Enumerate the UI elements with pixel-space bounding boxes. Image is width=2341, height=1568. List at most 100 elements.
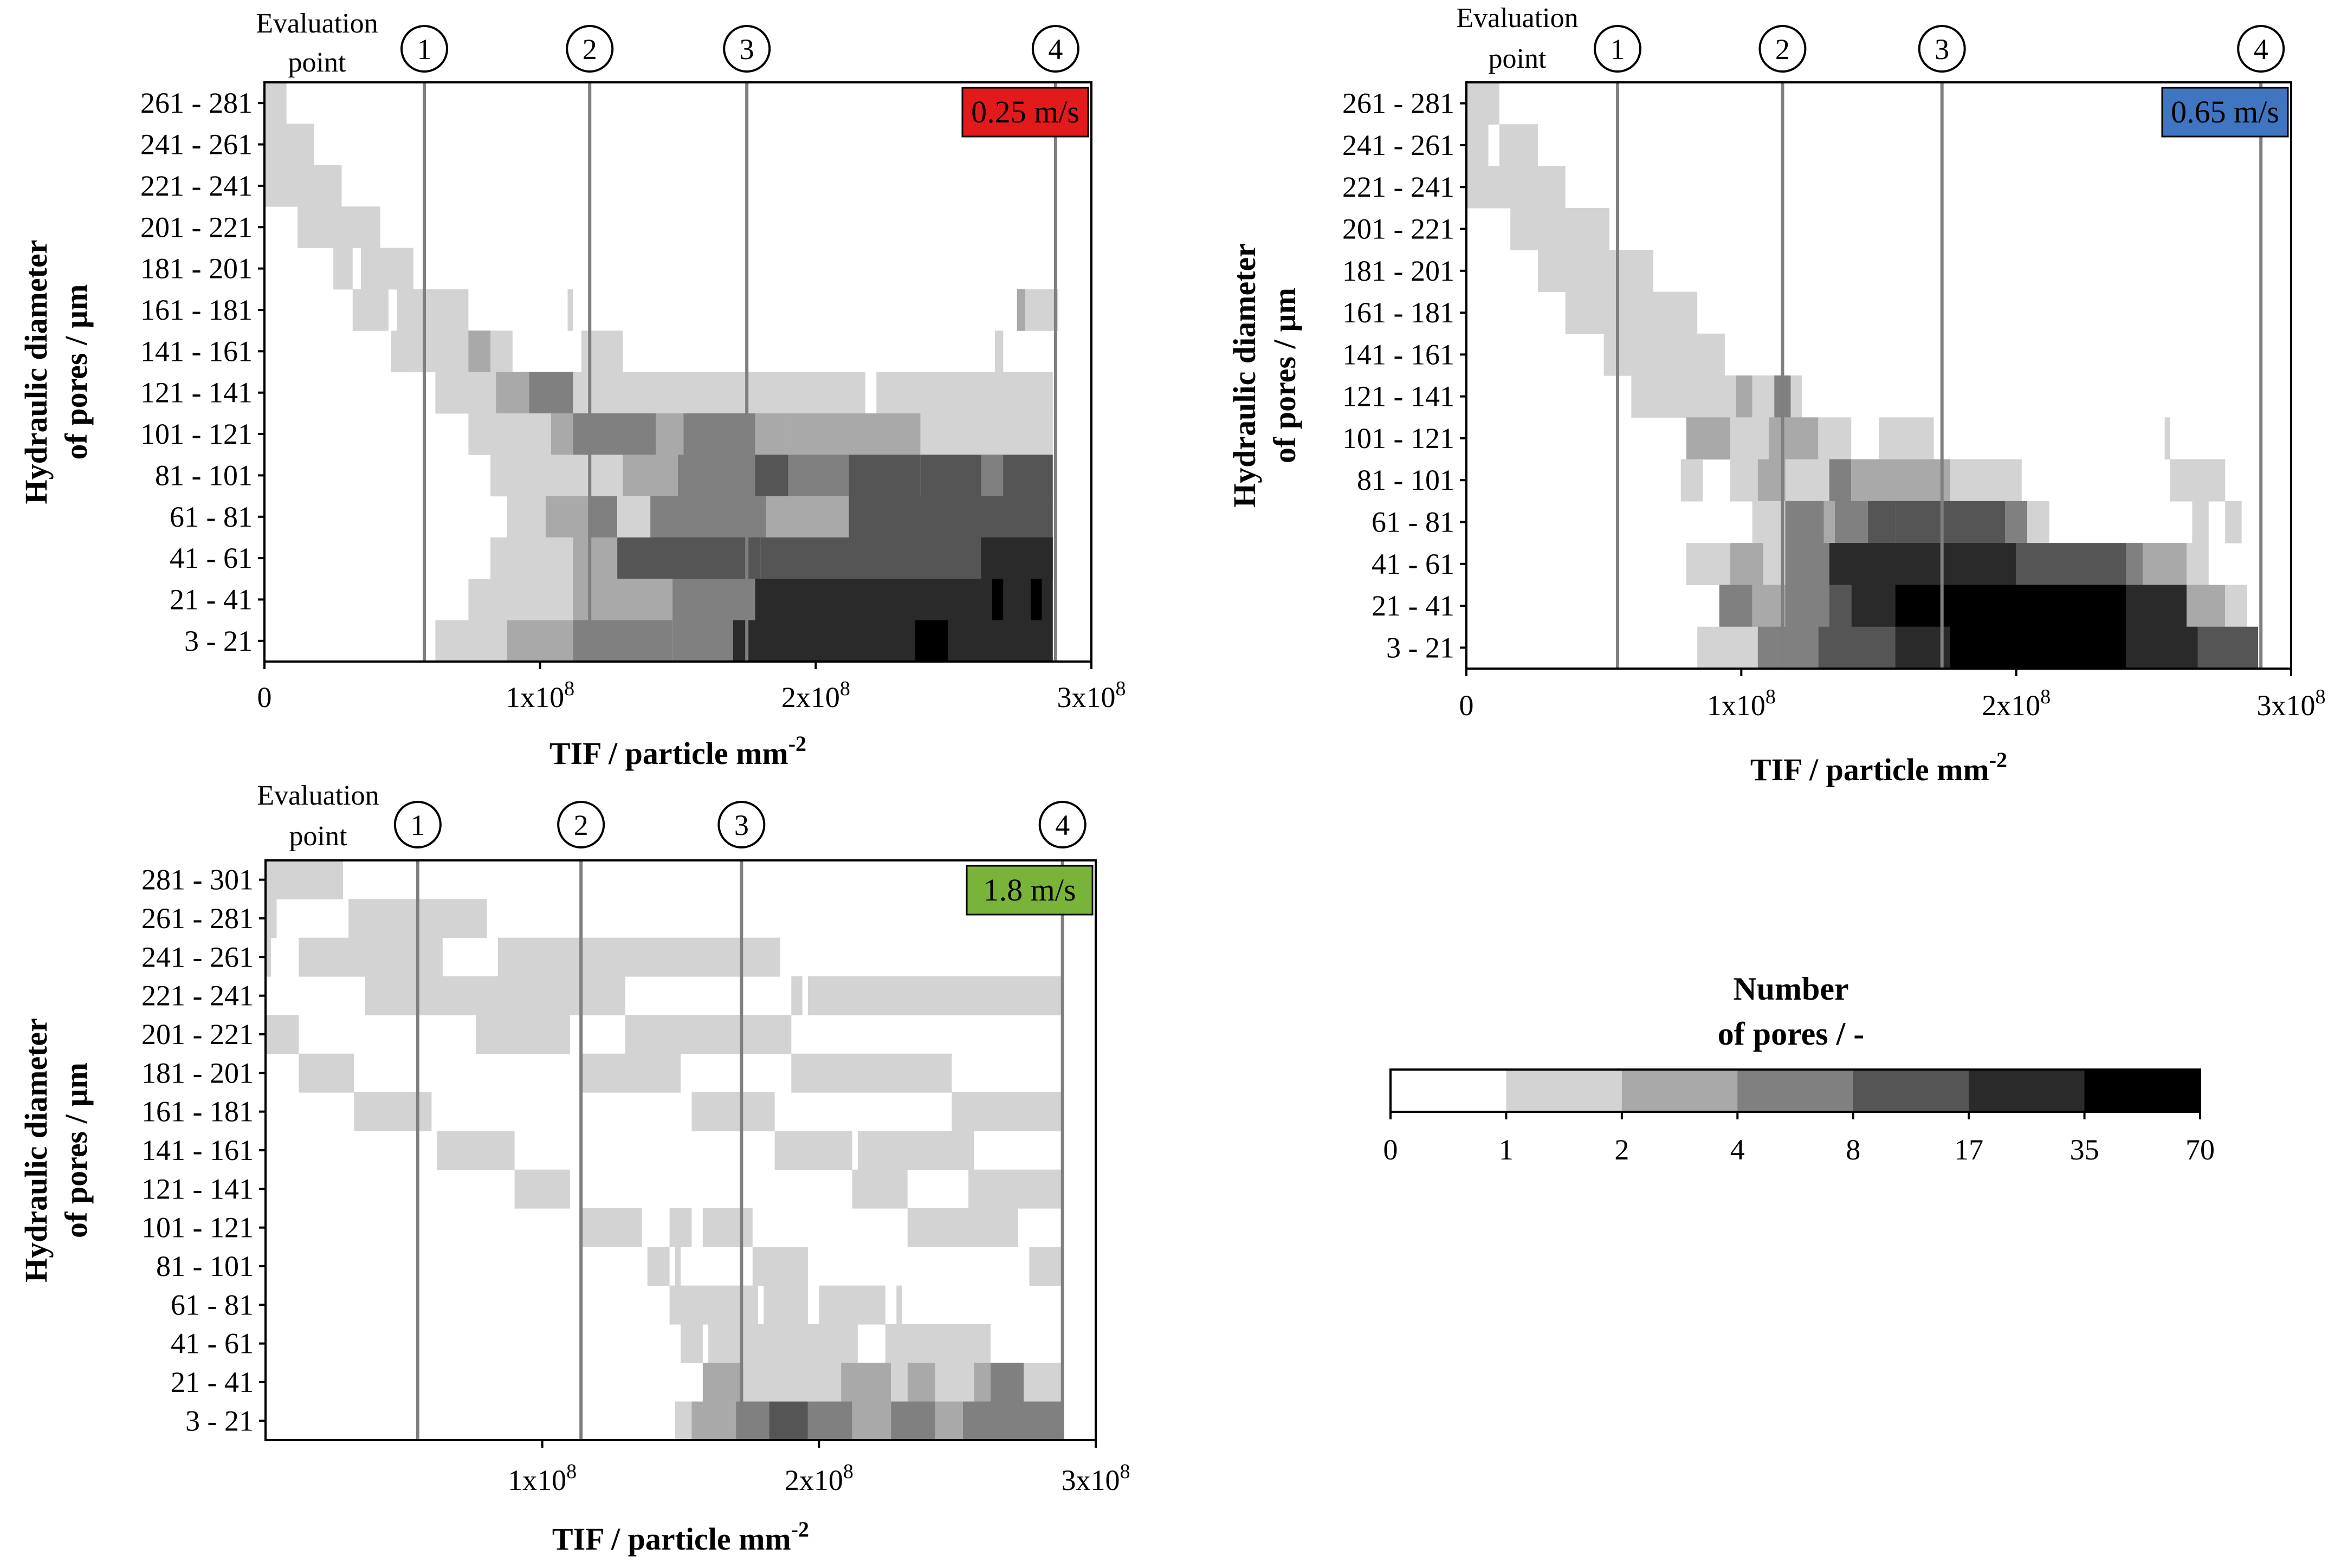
- heatmap-cell: [952, 1092, 1063, 1131]
- y-tick-label: 61 - 81: [1372, 506, 1454, 539]
- heatmap-cell: [920, 413, 1053, 455]
- heatmap-cell: [507, 496, 546, 538]
- heatmap-cell: [266, 1015, 299, 1054]
- heatmap-cell: [702, 1363, 742, 1402]
- heatmap-cell: [807, 1401, 852, 1441]
- y-tick-label: 81 - 101: [155, 459, 253, 491]
- heatmap-cell: [507, 620, 573, 662]
- heatmap-cell: [857, 1131, 974, 1170]
- heatmap-cell: [581, 1053, 681, 1093]
- heatmap-cell: [904, 372, 1053, 414]
- velocity-badge-label: 1.8 m/s: [984, 872, 1076, 908]
- evaluation-point-marker: [400, 25, 449, 73]
- y-tick-label: 21 - 41: [1372, 589, 1454, 622]
- evaluation-point-marker: [566, 25, 614, 73]
- heatmap-cell: [1752, 585, 1786, 627]
- x-tick-label: 3x108: [1062, 1460, 1130, 1496]
- heatmap-cell: [352, 289, 389, 331]
- evaluation-label: point: [289, 821, 347, 852]
- heatmap-cell: [1719, 585, 1752, 627]
- heatmap-cell: [702, 1208, 753, 1247]
- colorbar-segment: [1737, 1070, 1854, 1112]
- heatmap-cell: [755, 413, 788, 455]
- y-axis-label-line1: Hydraulic diameter: [18, 239, 54, 504]
- y-axis-label: Hydraulic diameter of pores / µm: [1227, 243, 1302, 508]
- x-tick-label: 0: [257, 681, 272, 714]
- heatmap-cell: [1024, 1363, 1063, 1402]
- heatmap-cell: [354, 1092, 432, 1131]
- y-tick-label: 121 - 141: [1342, 380, 1454, 413]
- heatmap-cell: [1769, 417, 1819, 460]
- heatmap-cell: [852, 1401, 891, 1441]
- colorbar-tick-label: 35: [2070, 1133, 2099, 1166]
- heatmap-cell: [708, 1324, 764, 1363]
- evaluation-point-number: 1: [417, 33, 432, 66]
- y-tick-label: 101 - 121: [141, 1211, 254, 1244]
- evaluation-point-marker: [393, 801, 442, 848]
- heatmap-cell: [849, 496, 1053, 538]
- heatmap-cell: [496, 372, 529, 414]
- heatmap-cell: [617, 537, 761, 579]
- heatmap-cell: [1823, 501, 1835, 543]
- heatmap-cell: [764, 1324, 858, 1363]
- y-tick-label: 3 - 21: [185, 1404, 254, 1437]
- heatmap-cell: [1752, 501, 1786, 543]
- heatmap-cell: [691, 1092, 775, 1131]
- plot-frame: [263, 81, 1092, 663]
- heatmap-cell: [2197, 626, 2259, 669]
- heatmap-cell: [994, 331, 1004, 373]
- heatmap-cell: [974, 1363, 991, 1402]
- x-tick-label: 3x108: [1057, 677, 1126, 714]
- y-axis-label-line2: of pores / µm: [59, 284, 94, 460]
- heatmap-cell: [1008, 537, 1053, 579]
- heatmap-cell: [1697, 626, 1714, 669]
- heatmap-cell: [852, 1169, 908, 1209]
- colorbar-segment: [1969, 1070, 2085, 1112]
- heatmap-cell: [1829, 459, 1852, 502]
- heatmap-cell: [1895, 501, 2006, 543]
- heatmap-cell: [437, 1131, 515, 1170]
- x-axis-label: TIF / particle mm-2: [1750, 748, 2007, 787]
- heatmap-cell: [1785, 585, 1829, 627]
- y-tick-label: 141 - 161: [140, 335, 253, 367]
- heatmap-cell: [333, 248, 353, 290]
- heatmap-cell: [581, 1208, 642, 1247]
- y-tick-label: 221 - 241: [1342, 171, 1454, 203]
- heatmap-cell: [1713, 626, 1758, 669]
- evaluation-point-number: 2: [1775, 33, 1790, 66]
- x-axis-label: TIF / particle mm-2: [549, 731, 806, 771]
- y-tick-label: 21 - 41: [170, 583, 253, 615]
- colorbar-segment: [1621, 1070, 1738, 1112]
- y-tick-label: 161 - 181: [140, 294, 253, 326]
- heatmap-cell: [669, 1208, 692, 1247]
- heatmap-cell: [1736, 375, 1752, 418]
- y-axis-label: Hydraulic diameter of pores / µm: [18, 239, 94, 504]
- heatmap-cell: [1603, 333, 1725, 376]
- colorbar-tick-label: 1: [1499, 1133, 1514, 1166]
- heatmap-cell: [540, 455, 623, 497]
- heatmap-cell: [1895, 585, 2126, 627]
- heatmap-cell: [1025, 289, 1058, 331]
- evaluation-point-number: 1: [1611, 33, 1625, 66]
- colorbar-segment: [1853, 1070, 1969, 1112]
- x-tick-label: 0: [1459, 689, 1474, 722]
- heatmap-cell: [990, 1363, 1024, 1402]
- colorbar-segment: [1506, 1070, 1622, 1112]
- heatmap-cell: [2225, 585, 2247, 627]
- heatmap-cell: [490, 455, 540, 497]
- heatmap-cell: [1757, 626, 1819, 669]
- heatmap-cell: [896, 1285, 902, 1325]
- heatmap-cell: [1829, 543, 2016, 586]
- evaluation-point-number: 3: [1935, 33, 1949, 66]
- colorbar-segment: [2084, 1070, 2201, 1112]
- x-tick-label: 2x108: [785, 1460, 853, 1496]
- heatmap-cell: [1950, 626, 2126, 669]
- heatmap-cell: [1851, 585, 1896, 627]
- heatmap-cell: [788, 413, 921, 455]
- heatmap-cell: [1017, 289, 1025, 331]
- heatmap-cell: [741, 1363, 842, 1402]
- heatmap-cell: [1565, 291, 1698, 334]
